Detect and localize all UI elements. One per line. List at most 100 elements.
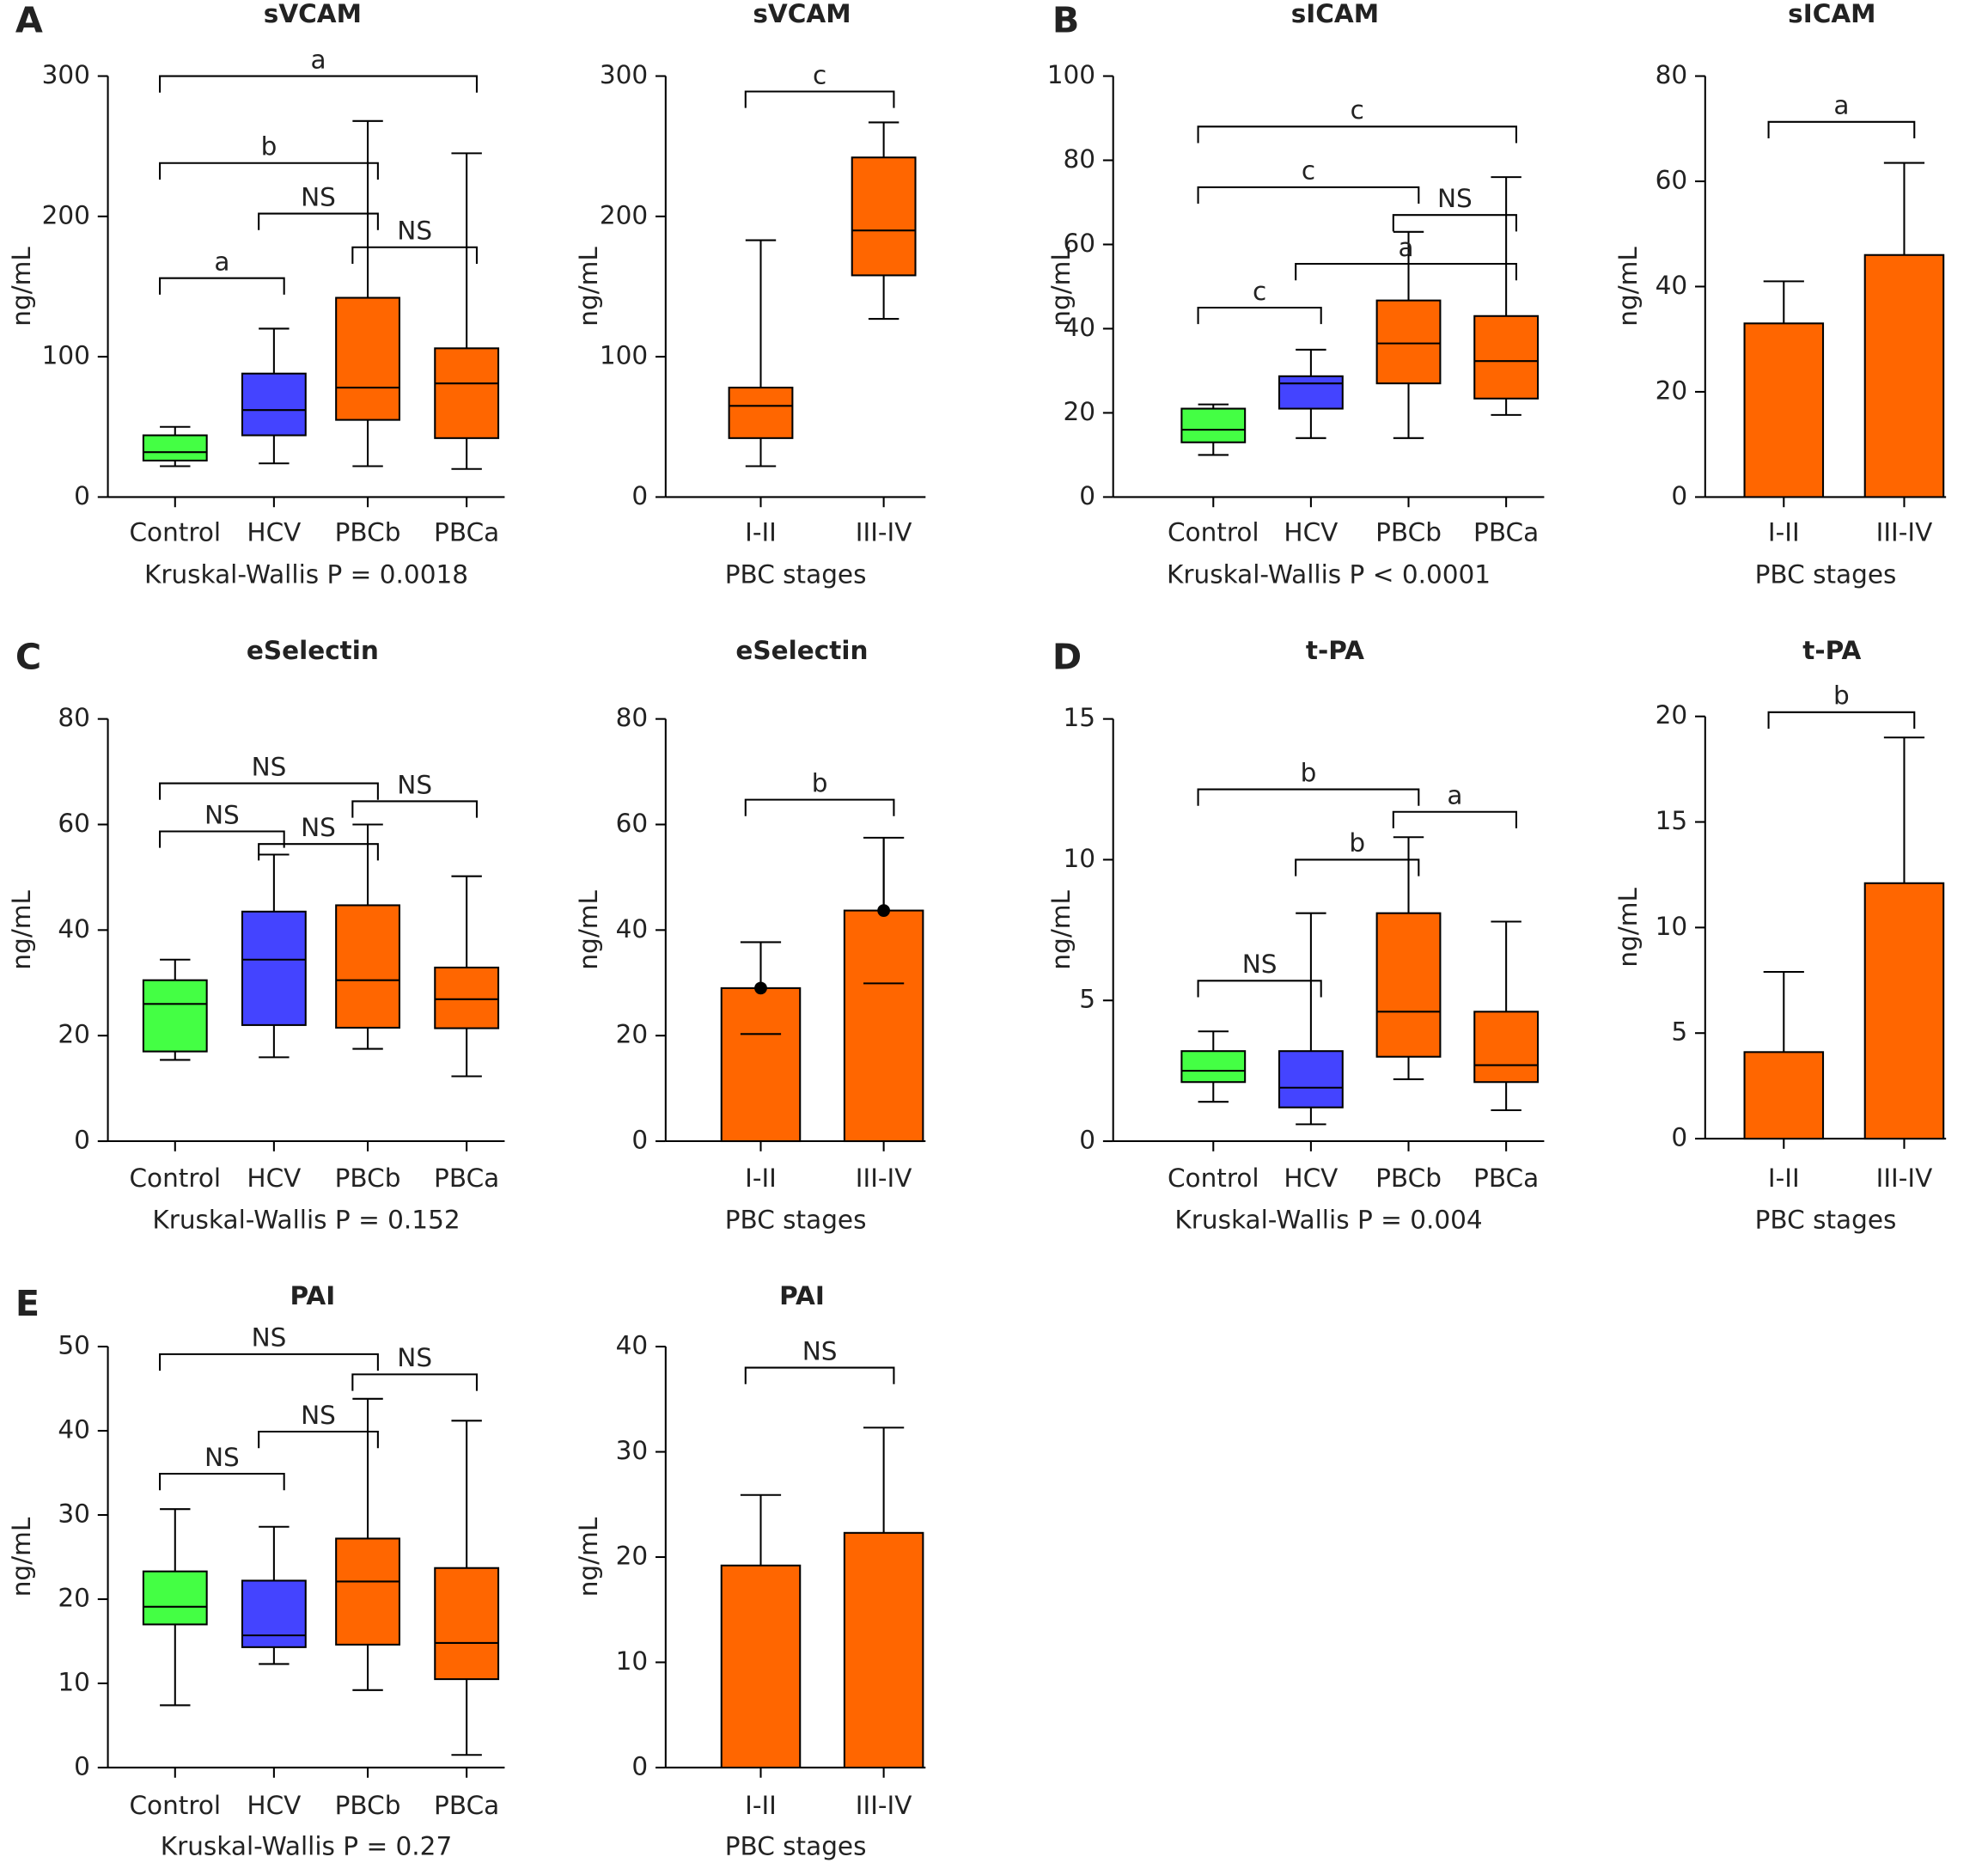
box — [1278, 375, 1344, 410]
significance-bracket — [351, 246, 478, 264]
bar — [1743, 322, 1825, 498]
x-tick-label: Control — [1168, 518, 1259, 547]
y-tick-label: 80 — [58, 703, 90, 732]
y-axis-label: ng/mL — [1613, 247, 1643, 327]
x-tick-label: PBCb — [335, 518, 401, 547]
significance-label: NS — [1242, 950, 1278, 979]
significance-bracket — [258, 212, 379, 230]
y-tick-label: 5 — [1079, 985, 1095, 1014]
box — [1375, 912, 1442, 1058]
box — [241, 1579, 307, 1648]
significance-label: b — [812, 768, 828, 797]
y-tick-label: 100 — [600, 341, 648, 370]
significance-bracket — [159, 1472, 285, 1491]
y-tick-label: 50 — [58, 1331, 90, 1360]
x-tick-label: III-IV — [856, 1164, 912, 1193]
y-tick-label: 0 — [1079, 1126, 1095, 1155]
y-tick-label: 10 — [1063, 844, 1095, 873]
box — [335, 296, 400, 421]
significance-bracket — [1767, 711, 1916, 729]
significance-label: NS — [204, 1443, 240, 1472]
chart-title: sVCAM — [264, 0, 362, 28]
y-tick-label: 15 — [1063, 703, 1095, 732]
y-tick-label: 5 — [1671, 1017, 1687, 1047]
box — [1180, 407, 1247, 443]
y-tick-label: 300 — [42, 60, 90, 89]
x-tick-label: PBCa — [434, 1791, 499, 1820]
y-axis-label: ng/mL — [1046, 890, 1076, 970]
bar — [1863, 253, 1945, 498]
significance-bracket — [1295, 262, 1517, 281]
x-axis-label: Kruskal-Wallis P = 0.27 — [161, 1831, 452, 1860]
chart-title: eSelectin — [247, 636, 379, 665]
x-tick-label: HCV — [247, 1791, 301, 1820]
y-tick-label: 15 — [1656, 806, 1688, 835]
y-tick-label: 20 — [616, 1020, 649, 1049]
significance-label: NS — [1437, 184, 1473, 213]
significance-label: NS — [802, 1336, 838, 1365]
x-tick-label: III-IV — [1876, 518, 1933, 547]
box — [1375, 299, 1442, 385]
x-axis-label: Kruskal-Wallis P = 0.004 — [1174, 1205, 1482, 1234]
significance-label: a — [310, 45, 326, 74]
y-tick-label: 20 — [1063, 397, 1095, 426]
y-tick-label: 300 — [600, 60, 648, 89]
y-tick-label: 0 — [74, 481, 90, 510]
y-tick-label: 60 — [58, 809, 90, 838]
x-tick-label: Control — [1168, 1164, 1259, 1193]
box — [851, 156, 917, 277]
x-tick-label: I-II — [745, 1164, 777, 1193]
x-tick-label: Control — [129, 1791, 221, 1820]
y-tick-label: 0 — [1671, 1123, 1687, 1152]
bar — [843, 1531, 924, 1768]
box — [241, 910, 307, 1026]
significance-label: c — [1302, 156, 1315, 186]
y-tick-label: 30 — [616, 1436, 649, 1465]
y-tick-label: 0 — [1079, 481, 1095, 510]
y-tick-label: 30 — [58, 1499, 90, 1529]
box — [241, 372, 307, 437]
box — [335, 904, 400, 1029]
significance-label: NS — [301, 182, 336, 211]
y-tick-label: 10 — [1656, 912, 1688, 941]
significance-label: NS — [301, 1401, 336, 1430]
panel-label: D — [1052, 636, 1082, 677]
significance-bracket — [1197, 125, 1517, 144]
significance-label: NS — [204, 800, 240, 829]
box — [142, 979, 208, 1053]
y-tick-label: 20 — [1656, 376, 1688, 405]
box — [335, 1537, 400, 1646]
y-tick-label: 20 — [1656, 700, 1688, 730]
significance-label: c — [813, 60, 826, 89]
box — [1473, 1011, 1540, 1084]
y-tick-label: 10 — [58, 1667, 90, 1696]
significance-bracket — [1197, 980, 1322, 998]
mean-marker — [754, 981, 767, 995]
y-axis-label: ng/mL — [7, 1517, 36, 1597]
y-axis-label: ng/mL — [574, 247, 603, 327]
box — [1180, 1050, 1247, 1084]
y-tick-label: 0 — [631, 481, 648, 510]
y-tick-label: 100 — [42, 341, 90, 370]
significance-bracket — [1392, 810, 1517, 828]
box — [434, 347, 500, 439]
y-tick-label: 200 — [42, 200, 90, 229]
x-axis-label: PBC stages — [725, 1831, 867, 1860]
significance-bracket — [744, 798, 895, 816]
x-tick-label: III-IV — [1876, 1164, 1933, 1193]
significance-bracket — [159, 782, 379, 800]
significance-bracket — [159, 277, 285, 295]
x-axis-label: PBC stages — [1755, 1205, 1897, 1234]
x-axis-label: Kruskal-Wallis P = 0.152 — [152, 1205, 460, 1234]
y-tick-label: 20 — [58, 1020, 90, 1049]
x-tick-label: HCV — [1284, 518, 1338, 547]
significance-bracket — [1767, 120, 1916, 138]
significance-label: b — [1833, 681, 1850, 711]
x-tick-label: PBCa — [1473, 518, 1539, 547]
x-tick-label: PBCb — [335, 1164, 401, 1193]
y-axis-label: ng/mL — [1613, 888, 1643, 968]
y-tick-label: 80 — [1656, 60, 1688, 89]
y-tick-label: 80 — [616, 703, 649, 732]
y-tick-label: 60 — [1063, 229, 1095, 258]
